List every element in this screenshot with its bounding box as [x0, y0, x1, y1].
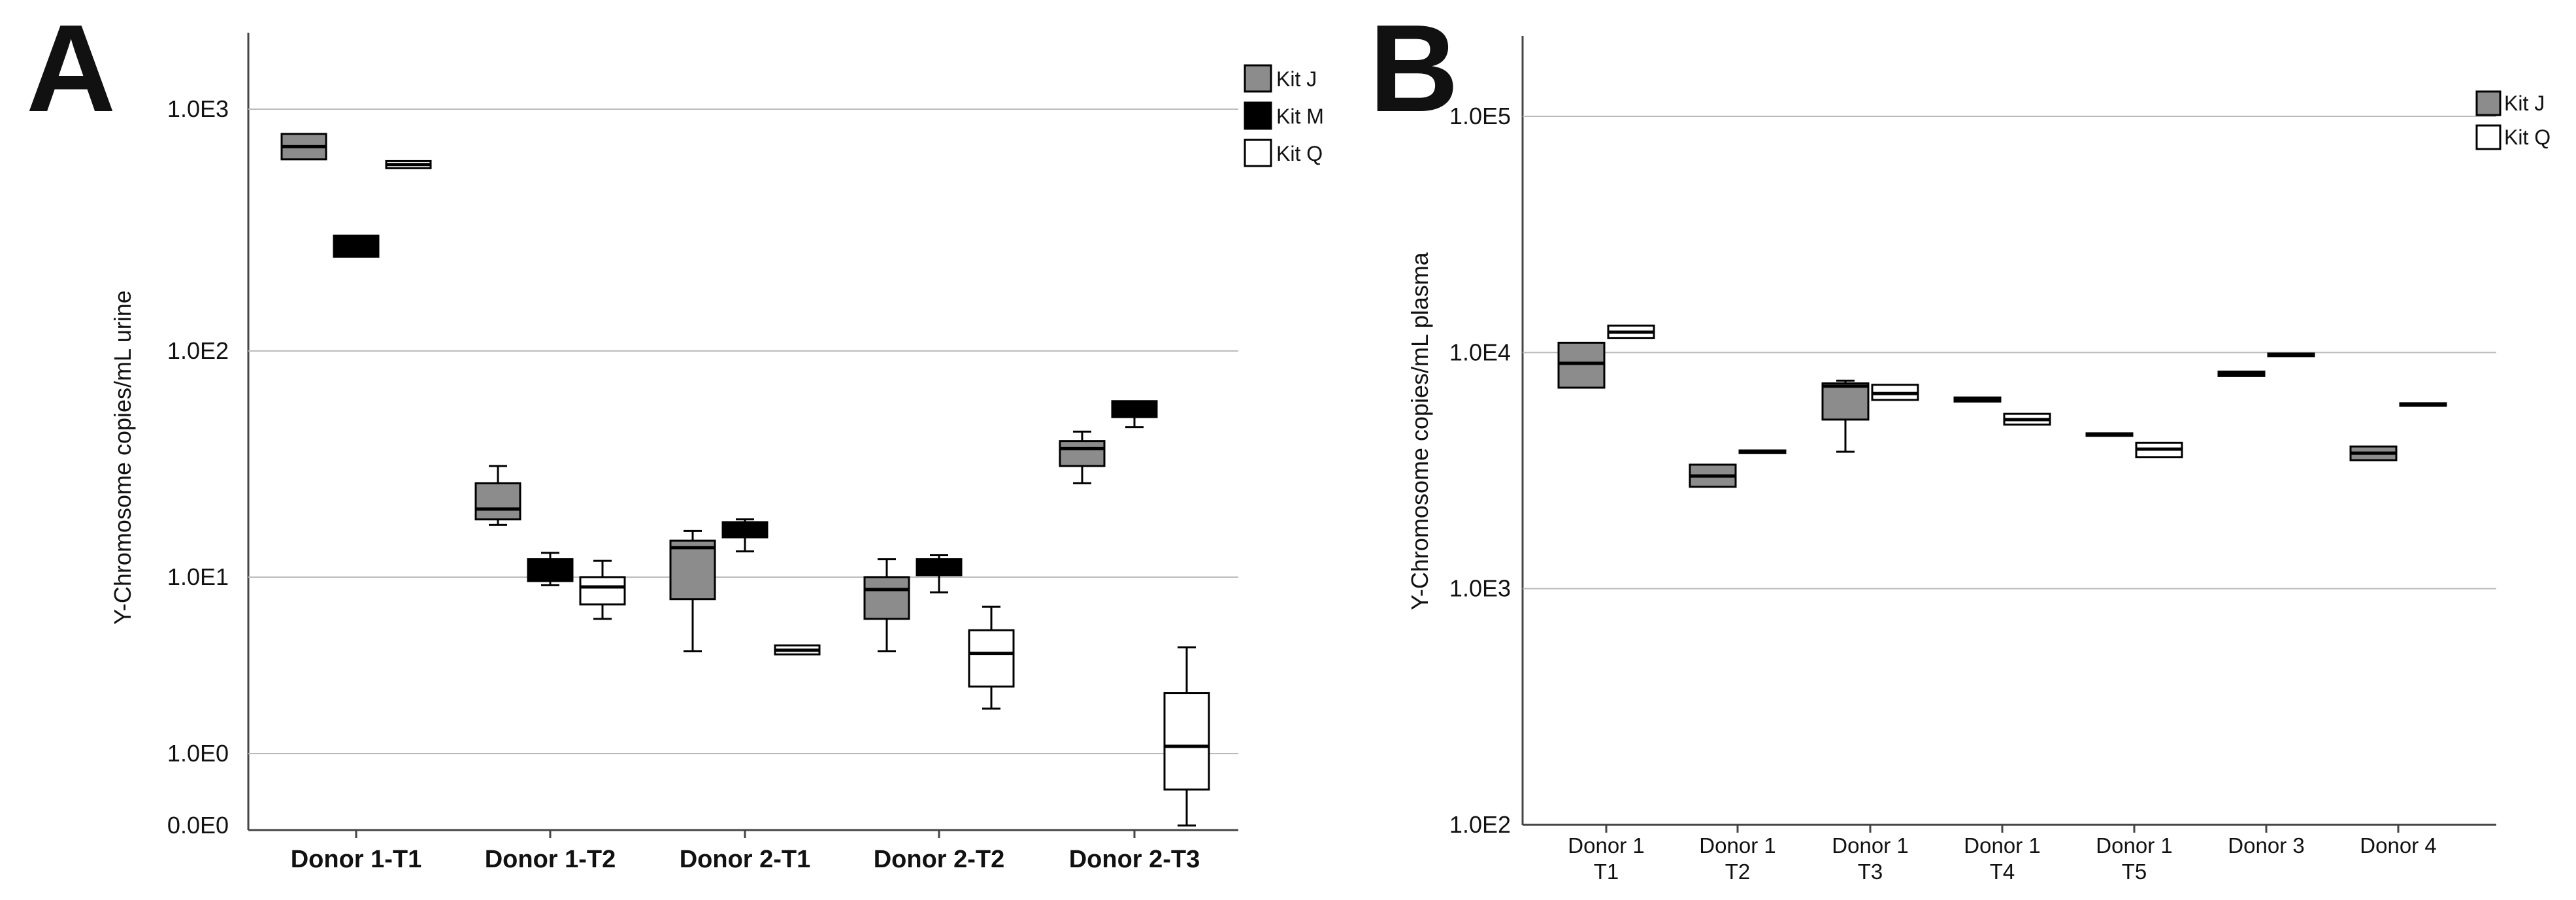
box-kit-q-5: [2267, 352, 2315, 358]
box-kit-q-donor-1-t2: [579, 559, 626, 620]
box-body: [527, 558, 574, 582]
category-label-line1: Donor 1: [1699, 833, 1775, 858]
box-body: [916, 558, 963, 576]
box-body: [863, 576, 910, 620]
box-kit-j-5: [2217, 371, 2266, 377]
box-kit-q-1: [1738, 449, 1787, 454]
category-label-line2: T5: [2122, 859, 2147, 884]
box-kit-q-donor-2-t2: [968, 605, 1015, 710]
category-label-line1: Donor 3: [2228, 833, 2304, 858]
box-kit-j-0: [1557, 341, 1606, 389]
box-body: [1821, 382, 1870, 421]
legend-swatch-kit-q: [1244, 139, 1272, 167]
panel-b-y-axis-label: Y-Chromosome copies/mL plasma: [1406, 252, 1433, 610]
box-kit-j-4: [2085, 432, 2134, 437]
category-label-donor-2-t2: Donor 2-T2: [874, 846, 1005, 873]
y-tick-label: 1.0E0: [167, 740, 229, 767]
box-body: [1163, 692, 1210, 791]
panel-b-letter: B: [1369, 0, 1459, 138]
legend-label-kit-q: Kit Q: [1276, 142, 1323, 165]
box-body: [333, 234, 380, 258]
box-body: [669, 539, 716, 601]
category-label-line1: Donor 4: [2360, 833, 2436, 858]
box-kit-q-donor-2-t3: [1163, 646, 1210, 827]
box-kit-j-3: [1953, 396, 2002, 403]
y-tick-label: 1.0E2: [167, 337, 229, 364]
box-kit-j-donor-2-t1: [669, 529, 716, 652]
y-tick-label: 1.0E2: [1449, 811, 1511, 838]
box-kit-q-6: [2399, 402, 2447, 407]
box-body: [579, 576, 626, 606]
category-label-donor-1-t2: Donor 1-T2: [485, 846, 616, 873]
legend-swatch-kit-m: [1244, 101, 1272, 130]
panel-a-y-axis-label: Y-Chromosome copies/mL urine: [109, 290, 136, 625]
category-label-line1: Donor 1: [1832, 833, 1908, 858]
legend-label-kit-m: Kit M: [1276, 105, 1324, 128]
box-body: [1059, 440, 1106, 467]
panel-a-legend: Kit J Kit M Kit Q: [1244, 64, 1324, 167]
box-body: [474, 482, 521, 521]
box-kit-m-donor-1-t2: [527, 552, 574, 586]
box-body: [968, 629, 1015, 688]
y-tick-label: 1.0E1: [167, 563, 229, 590]
y-tick-label: 1.0E3: [167, 95, 229, 122]
box-kit-j-2: [1821, 379, 1870, 453]
legend-label-kit-j: Kit J: [2504, 92, 2545, 115]
box-kit-j-6: [2349, 445, 2398, 461]
box-kit-j-donor-2-t2: [863, 558, 910, 652]
y-tick-label: 0.0E0: [167, 812, 229, 839]
panel-a: A 1.0E3 1.0E2 1.0E1 1.0E0 0.0E0 Donor 1-T1 Do…: [26, 0, 1324, 873]
category-label-line1: Donor 1: [1964, 833, 2040, 858]
box-kit-m-donor-2-t1: [721, 518, 768, 553]
category-label-donor-2-t3: Donor 2-T3: [1069, 846, 1200, 873]
category-label-line2: T4: [1990, 859, 2015, 884]
y-tick-label: 1.0E4: [1449, 339, 1511, 365]
box-kit-m-donor-2-t3: [1111, 400, 1158, 429]
category-label-line2: T1: [1594, 859, 1619, 884]
legend-label-kit-j: Kit J: [1276, 67, 1317, 91]
category-label-line1: Donor 1: [1568, 833, 1644, 858]
box-kit-q-donor-1-t1: [385, 159, 432, 169]
box-kit-q-4: [2135, 441, 2183, 459]
box-body: [1111, 400, 1158, 418]
box-kit-m-donor-1-t1: [333, 234, 380, 258]
category-label-line2: T3: [1858, 859, 1883, 884]
box-kit-m-donor-2-t2: [916, 554, 963, 593]
category-label-line2: T2: [1725, 859, 1751, 884]
panel-b-legend: Kit J Kit Q: [2475, 90, 2551, 150]
category-label-donor-1-t1: Donor 1-T1: [291, 846, 422, 873]
box-kit-j-donor-1-t2: [474, 465, 521, 526]
category-label-donor-2-t1: Donor 2-T1: [680, 846, 811, 873]
panel-a-letter: A: [26, 0, 116, 138]
legend-swatch-kit-j: [1244, 64, 1272, 93]
box-kit-j-1: [1689, 463, 1737, 488]
box-kit-q-0: [1607, 324, 1655, 339]
legend-label-kit-q: Kit Q: [2504, 125, 2551, 149]
box-kit-q-donor-2-t1: [774, 644, 821, 656]
box-kit-q-3: [2003, 412, 2051, 426]
y-tick-label: 1.0E5: [1449, 103, 1511, 129]
y-tick-label: 1.0E3: [1449, 575, 1511, 602]
box-kit-q-2: [1871, 384, 1919, 401]
category-label-line1: Donor 1: [2096, 833, 2172, 858]
box-kit-j-donor-1-t1: [280, 133, 327, 161]
legend-swatch-kit-j: [2475, 90, 2502, 116]
box-body: [721, 521, 768, 539]
box-body: [1557, 341, 1606, 389]
legend-swatch-kit-q: [2475, 124, 2502, 150]
box-kit-j-donor-2-t3: [1059, 430, 1106, 484]
